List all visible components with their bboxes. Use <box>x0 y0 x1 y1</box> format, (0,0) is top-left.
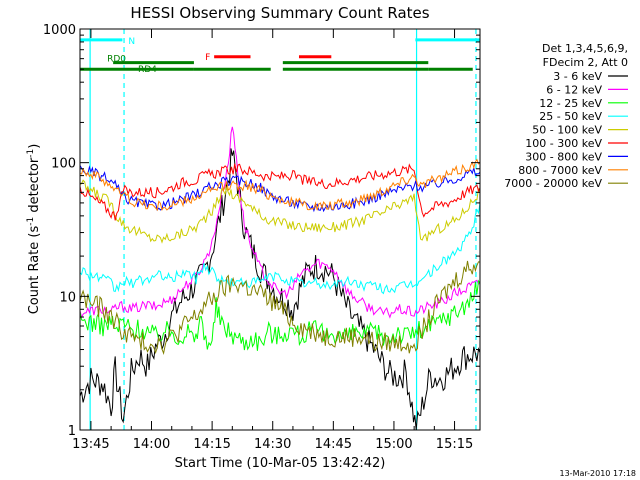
legend-label-3-6-kev: 3 - 6 keV <box>553 70 602 83</box>
y-tick-label-4: 1000 <box>43 23 76 38</box>
series-line-25-50-kev <box>79 202 481 295</box>
series-line-3-6-kev <box>79 148 481 431</box>
legend-label-6-12-kev: 6 - 12 keV <box>546 83 602 96</box>
x-axis-label: Start Time (10-Mar-05 13:42:42) <box>175 456 386 471</box>
series-line-300-800-kev <box>79 165 481 213</box>
series-line-50-100-kev <box>79 179 481 244</box>
y-tick-label-2: 10 <box>59 290 76 305</box>
y-axis-label-sup2: -1 <box>26 149 36 158</box>
series-line-7000-20000-kev <box>79 260 481 355</box>
series-line-800-7000-kev <box>79 158 481 212</box>
legend-label-7000-20000-kev: 7000 - 20000 keV <box>504 177 602 190</box>
x-tick-label-1: 13:45 <box>72 437 109 452</box>
series-line-12-25-kev <box>79 279 481 351</box>
flag-f-label: F <box>205 53 210 63</box>
legend-label-50-100-kev: 50 - 100 keV <box>532 124 602 137</box>
legend-label-12-25-kev: 12 - 25 keV <box>539 97 602 110</box>
chart-title: HESSI Observing Summary Count Rates <box>130 4 429 22</box>
x-tick-label-4: 14:30 <box>254 437 291 452</box>
y-axis-label-end: ) <box>27 144 42 149</box>
flag-n-label: N <box>128 37 135 47</box>
legend: Det 1,3,4,5,6,9,FDecim 2, Att 03 - 6 keV… <box>504 42 628 190</box>
legend-label-100-300-kev: 100 - 300 keV <box>525 137 602 150</box>
legend-header-line-1: Det 1,3,4,5,6,9, <box>542 42 628 55</box>
legend-label-25-50-kev: 25 - 50 keV <box>539 110 602 123</box>
plot-frame <box>79 28 481 431</box>
series-line-6-12-kev <box>79 126 481 319</box>
y-tick-label-3: 100 <box>51 157 76 172</box>
flag-rd0-label: RD0 <box>107 55 126 65</box>
y-axis-label-main: Count Rate (s <box>27 226 42 315</box>
x-tick-label-5: 14:45 <box>315 437 352 452</box>
y-axis-label-mid: detector <box>27 157 42 217</box>
x-axis: 13:45 14:00 14:15 14:30 14:45 15:00 15:15 <box>72 29 473 452</box>
flag-bars: N F RD0 RD4 <box>80 37 480 75</box>
y-axis: 1 10 100 1000 <box>43 23 480 439</box>
night-boundary-lines <box>89 29 477 430</box>
series-lines <box>79 126 481 431</box>
x-tick-label-3: 14:15 <box>193 437 230 452</box>
series-line-100-300-kev <box>79 163 481 221</box>
legend-label-800-7000-kev: 800 - 7000 keV <box>518 164 602 177</box>
legend-header-line-2: FDecim 2, Att 0 <box>543 56 628 69</box>
x-tick-label-6: 15:00 <box>375 437 412 452</box>
y-axis-label-sup1: -1 <box>26 217 36 226</box>
y-axis-label: Count Rate (s-1 detector-1) <box>26 144 42 315</box>
x-tick-label-7: 15:15 <box>436 437 473 452</box>
legend-label-300-800-kev: 300 - 800 keV <box>525 150 602 163</box>
x-tick-label-2: 14:00 <box>133 437 170 452</box>
flag-rd4-label: RD4 <box>138 65 157 75</box>
generated-timestamp: 13-Mar-2010 17:18 <box>560 469 637 478</box>
y-tick-label-1: 1 <box>68 424 76 439</box>
